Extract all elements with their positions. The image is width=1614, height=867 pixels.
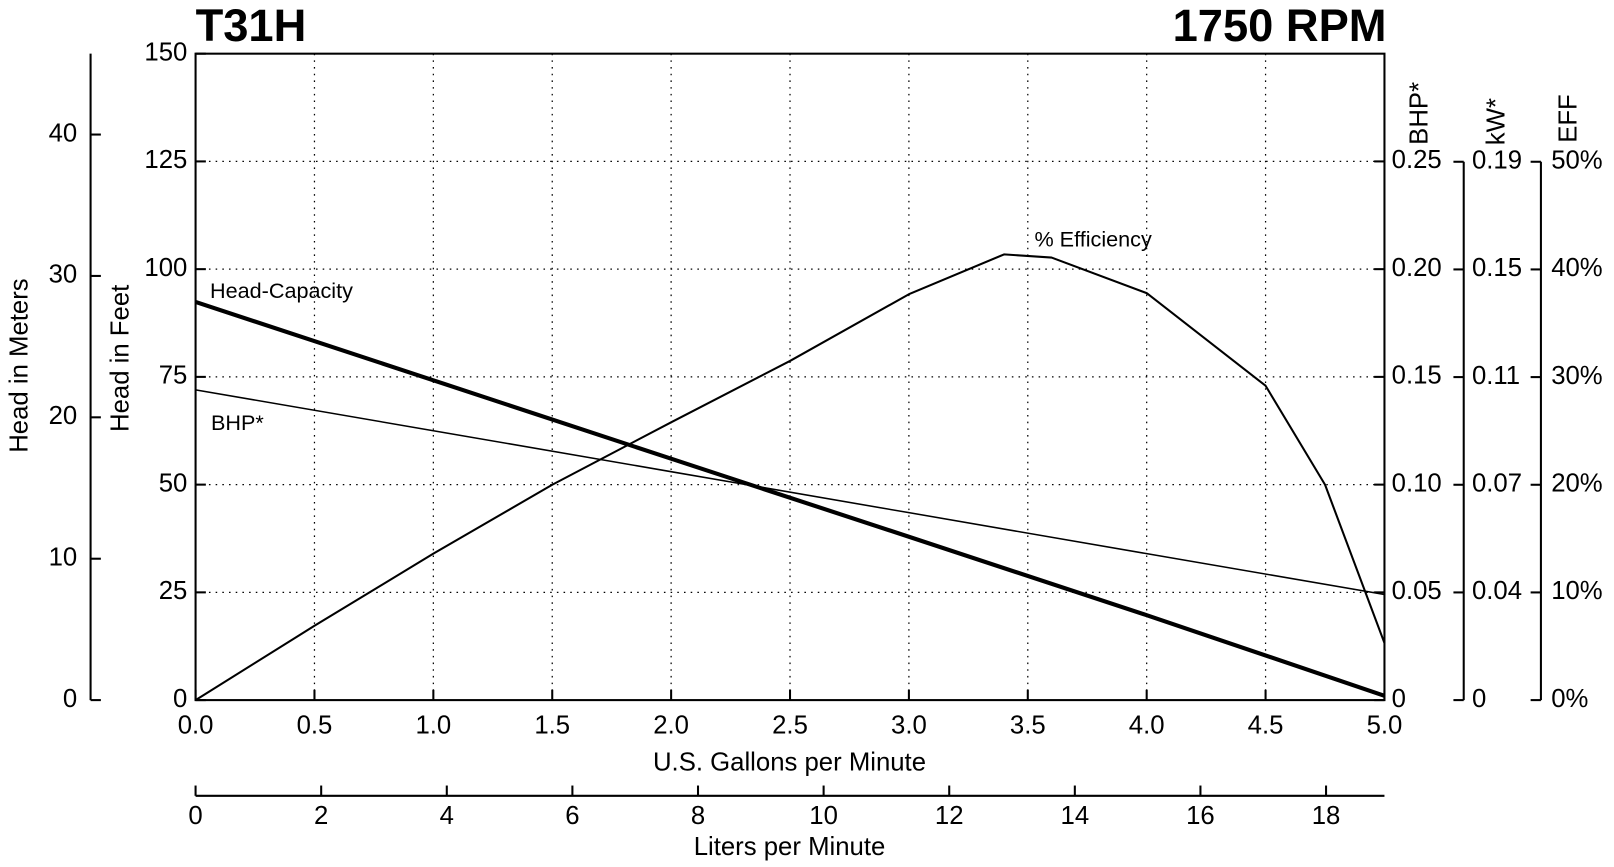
y3-tick-label: 0.11 [1472,362,1520,390]
x2-tick-label: 16 [1186,802,1215,830]
x2-axis-label: Liters per Minute [694,833,886,861]
y-tick-label: 0 [173,685,187,713]
y-tick-label: 150 [144,38,187,66]
x-axis-label: U.S. Gallons per Minute [653,749,926,777]
y2-tick-label: 0.05 [1392,577,1442,605]
x-tick-label: 4.0 [1129,712,1165,740]
x2-tick-label: 4 [440,802,454,830]
y-tick-label: 100 [144,254,187,282]
y-tick-label: 125 [144,146,187,174]
series-label: BHP* [211,410,264,435]
series-label: % Efficiency [1034,227,1151,252]
y2-tick-label: 0.15 [1392,362,1442,390]
y-tick-label: 50 [159,469,188,497]
chart-subtitle: 1750 RPM [1173,0,1387,51]
x-tick-label: 1.5 [534,712,570,740]
ym-tick-label: 30 [49,261,78,289]
x-tick-label: 3.0 [891,712,927,740]
x2-tick-label: 12 [935,802,964,830]
ym-tick-label: 10 [49,544,78,572]
x-tick-label: 0.5 [297,712,333,740]
x2-tick-label: 14 [1061,802,1090,830]
x2-tick-label: 18 [1312,802,1341,830]
x2-tick-label: 0 [188,802,202,830]
x-tick-label: 3.5 [1010,712,1046,740]
ym-tick-label: 40 [49,119,78,147]
x2-tick-label: 2 [314,802,328,830]
y2-axis-label: BHP* [1405,82,1433,145]
y4-tick-label: 10% [1551,577,1602,605]
y4-tick-label: 0% [1551,685,1588,713]
ym-axis-label: Head in Meters [5,278,33,452]
y3-tick-label: 0.07 [1472,470,1522,498]
y-axis-label: Head in Feet [106,285,134,432]
x2-tick-label: 10 [809,802,838,830]
series-label: Head-Capacity [210,278,353,303]
chart-title: T31H [196,0,307,51]
y4-axis-label: EFF [1555,94,1583,143]
y4-tick-label: 20% [1551,470,1602,498]
y3-tick-label: 0 [1472,685,1486,713]
y3-tick-label: 0.04 [1472,577,1522,605]
y-tick-label: 75 [159,362,188,390]
x2-tick-label: 8 [691,802,705,830]
y2-tick-label: 0.20 [1392,254,1442,282]
x-tick-label: 2.0 [653,712,689,740]
y2-tick-label: 0.10 [1392,469,1442,497]
x2-tick-label: 6 [565,802,579,830]
y2-tick-label: 0 [1392,685,1406,713]
y3-axis-label: kW* [1482,98,1510,145]
y2-tick-label: 0.25 [1392,146,1442,174]
y4-tick-label: 30% [1551,362,1602,390]
series-line [195,389,1385,596]
x-tick-label: 5.0 [1367,712,1403,740]
x-tick-label: 4.5 [1248,712,1284,740]
y3-tick-label: 0.15 [1472,254,1522,282]
ym-tick-label: 20 [49,402,78,430]
x-tick-label: 2.5 [772,712,808,740]
y-tick-label: 25 [159,577,188,605]
x-tick-label: 1.0 [415,712,451,740]
y3-tick-label: 0.19 [1472,147,1522,175]
y4-tick-label: 50% [1551,147,1602,175]
series-line [195,253,1386,701]
y4-tick-label: 40% [1551,254,1602,282]
ym-tick-label: 0 [63,685,77,713]
x-tick-label: 0.0 [178,712,214,740]
series-line [194,299,1386,698]
